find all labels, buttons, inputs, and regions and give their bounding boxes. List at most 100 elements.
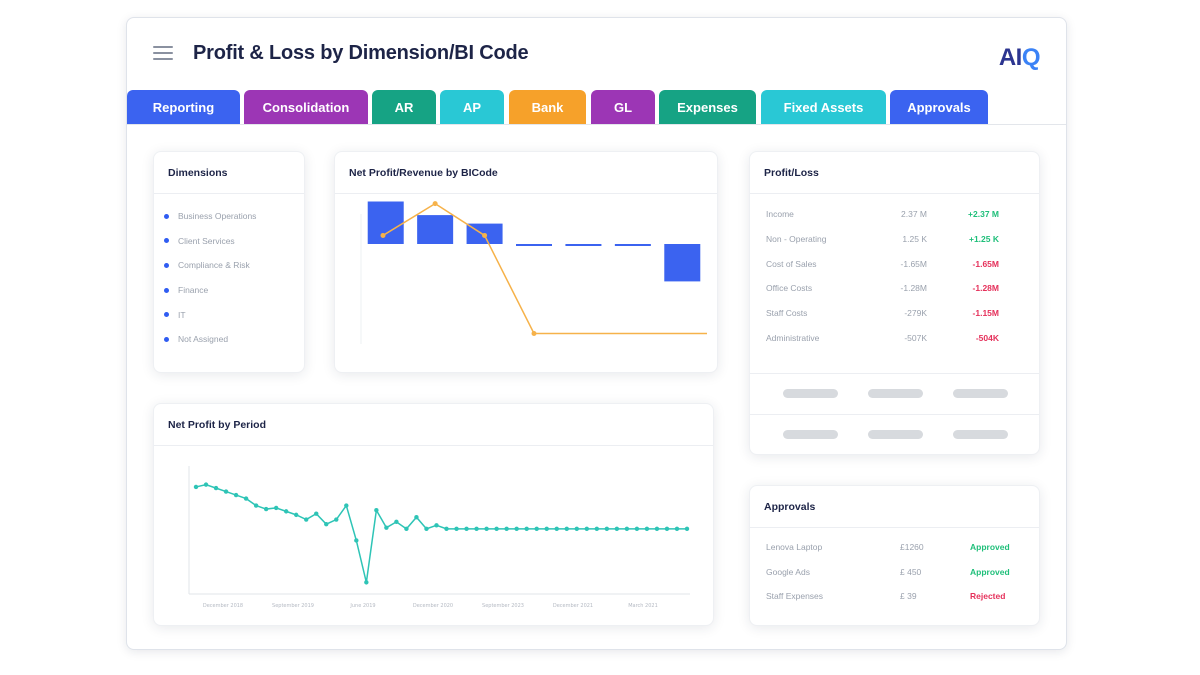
status-badge: Approved bbox=[970, 542, 1010, 552]
net-profit-revenue-chart bbox=[360, 201, 707, 344]
profit-loss-card: Profit/Loss Income 2.37 M +2.37 M Non - … bbox=[749, 151, 1040, 455]
dimension-item[interactable]: IT bbox=[164, 302, 304, 327]
approvals-title: Approvals bbox=[750, 486, 1039, 528]
line-point bbox=[334, 517, 339, 522]
profit-loss-row[interactable]: Administrative -507K -504K bbox=[766, 332, 999, 343]
net-profit-period-card: Net Profit by Period December 2018 Septem… bbox=[153, 403, 714, 626]
net-profit-revenue-title: Net Profit/Revenue by BICode bbox=[335, 152, 717, 194]
line-point bbox=[482, 232, 488, 238]
net-profit-line bbox=[195, 483, 687, 583]
placeholder-pill bbox=[953, 430, 1008, 439]
line-point bbox=[364, 580, 369, 585]
line-point bbox=[314, 511, 319, 516]
line-point bbox=[384, 525, 389, 530]
profit-loss-row[interactable]: Cost of Sales -1.65M -1.65M bbox=[766, 258, 999, 269]
line-point bbox=[404, 526, 409, 532]
line-point bbox=[531, 331, 537, 336]
dimension-item[interactable]: Business Operations bbox=[164, 204, 304, 229]
line-point bbox=[193, 484, 199, 490]
line-point bbox=[564, 526, 569, 532]
line-point bbox=[604, 526, 610, 532]
approval-row[interactable]: Staff Expenses £ 39 Rejected bbox=[766, 591, 1006, 601]
placeholder-row bbox=[750, 414, 1039, 456]
bar bbox=[565, 244, 602, 246]
line-point bbox=[504, 526, 509, 532]
line-point bbox=[684, 526, 690, 532]
approval-row[interactable]: Lenova Laptop £1260 Approved bbox=[766, 542, 1010, 552]
tab-approvals[interactable]: Approvals bbox=[890, 90, 988, 124]
dimensions-title: Dimensions bbox=[154, 152, 304, 194]
bullet-icon bbox=[164, 238, 169, 244]
dimension-item[interactable]: Compliance & Risk bbox=[164, 253, 304, 278]
dimensions-list: Business Operations Client Services Comp… bbox=[154, 194, 304, 352]
line-point bbox=[253, 503, 259, 508]
profit-loss-row[interactable]: Staff Costs -279K -1.15M bbox=[766, 308, 999, 319]
top-bar: Profit & Loss by Dimension/BI Code AIQ bbox=[127, 18, 1066, 90]
line-point bbox=[273, 505, 279, 511]
tab-ap[interactable]: AP bbox=[440, 90, 504, 124]
dimension-item[interactable]: Client Services bbox=[164, 229, 304, 254]
line-point bbox=[233, 492, 239, 498]
line-point bbox=[594, 526, 600, 532]
line-point bbox=[213, 485, 219, 491]
module-tabs: Reporting Consolidation AR AP Bank GL Ex… bbox=[127, 90, 1066, 125]
line-point bbox=[263, 506, 269, 512]
net-profit-period-chart: December 2018 September 2019 June 2019 Dece… bbox=[188, 466, 690, 609]
line-point bbox=[494, 526, 499, 532]
x-tick-label: September 2023 bbox=[482, 603, 524, 609]
line-point bbox=[434, 523, 439, 528]
status-badge: Approved bbox=[970, 566, 1010, 577]
profit-loss-row[interactable]: Office Costs -1.28M -1.28M bbox=[766, 283, 999, 294]
bar bbox=[417, 215, 454, 244]
line-point bbox=[524, 526, 529, 532]
x-tick-label: December 2021 bbox=[553, 603, 593, 609]
line-point bbox=[354, 538, 359, 543]
line-point bbox=[374, 508, 379, 513]
x-tick-label: June 2019 bbox=[349, 603, 375, 609]
line-point bbox=[474, 526, 479, 532]
net-profit-period-title: Net Profit by Period bbox=[154, 404, 713, 446]
profit-loss-title: Profit/Loss bbox=[750, 152, 1039, 194]
line-point bbox=[484, 526, 489, 532]
placeholder-pill bbox=[868, 430, 923, 439]
profit-loss-row[interactable]: Non - Operating 1.25 K +1.25 K bbox=[766, 233, 999, 244]
dimension-item[interactable]: Not Assigned bbox=[164, 327, 304, 352]
placeholder-pill bbox=[783, 430, 838, 439]
net-profit-revenue-card: Net Profit/Revenue by BICode bbox=[334, 151, 718, 373]
profit-loss-list: Income 2.37 M +2.37 M Non - Operating 1.… bbox=[750, 194, 1039, 352]
line-point bbox=[574, 526, 579, 532]
aiq-logo: AIQ bbox=[998, 44, 1041, 71]
line-point bbox=[614, 526, 620, 532]
line-point bbox=[464, 526, 469, 532]
dimension-item[interactable]: Finance bbox=[164, 278, 304, 303]
approvals-card: Approvals Lenova Laptop £1260 Approved G… bbox=[749, 485, 1040, 626]
line-point bbox=[654, 526, 660, 532]
app-window: Profit & Loss by Dimension/BI Code AIQ R… bbox=[126, 17, 1067, 650]
approval-row[interactable]: Google Ads £ 450 Approved bbox=[766, 566, 1010, 577]
bar bbox=[614, 244, 651, 246]
tab-gl[interactable]: GL bbox=[591, 90, 655, 124]
tab-expenses[interactable]: Expenses bbox=[659, 90, 756, 124]
line-point bbox=[444, 526, 449, 532]
line-point bbox=[624, 526, 630, 532]
tab-ar[interactable]: AR bbox=[372, 90, 436, 124]
tab-fixed-assets[interactable]: Fixed Assets bbox=[761, 90, 886, 124]
tab-reporting[interactable]: Reporting bbox=[127, 90, 240, 124]
bullet-icon bbox=[164, 312, 169, 318]
tab-consolidation[interactable]: Consolidation bbox=[244, 90, 368, 124]
bullet-icon bbox=[164, 287, 169, 293]
line-point bbox=[514, 526, 519, 532]
approvals-list: Lenova Laptop £1260 Approved Google Ads … bbox=[750, 528, 1039, 611]
tab-bank[interactable]: Bank bbox=[509, 90, 586, 124]
revenue-line bbox=[382, 202, 707, 335]
bullet-icon bbox=[164, 336, 169, 342]
bullet-icon bbox=[164, 262, 169, 268]
bullet-icon bbox=[164, 213, 169, 219]
line-point bbox=[634, 526, 640, 532]
line-point bbox=[223, 489, 229, 494]
hamburger-menu-icon[interactable] bbox=[153, 46, 173, 62]
profit-loss-row[interactable]: Income 2.37 M +2.37 M bbox=[766, 209, 999, 219]
placeholder-pill bbox=[783, 389, 838, 398]
line-point bbox=[243, 496, 249, 501]
line-point bbox=[644, 526, 650, 532]
